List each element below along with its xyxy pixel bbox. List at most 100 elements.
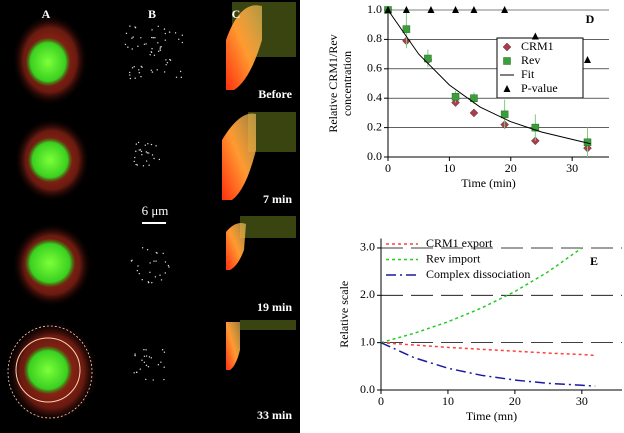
- legend-label: Fit: [521, 67, 535, 81]
- y-tick-label: 0.4: [367, 90, 382, 104]
- speck: [146, 152, 149, 154]
- speckle-image: [124, 25, 184, 381]
- speck: [159, 274, 161, 276]
- speck: [159, 48, 161, 50]
- series-line: [380, 247, 583, 344]
- speck: [181, 34, 184, 36]
- panel-label: D: [586, 12, 595, 26]
- triangle-marker: [452, 6, 460, 13]
- speck: [163, 28, 166, 30]
- speck: [163, 71, 166, 73]
- speck: [145, 43, 147, 45]
- speck: [159, 49, 161, 52]
- speck: [145, 151, 148, 153]
- y-tick-label: 0.2: [367, 119, 382, 133]
- speck: [150, 51, 152, 53]
- speck: [137, 141, 140, 144]
- speck: [149, 54, 151, 56]
- speck: [130, 260, 133, 262]
- speck: [139, 149, 142, 151]
- legend-label: Complex dissociation: [426, 267, 530, 281]
- speck: [160, 361, 162, 363]
- y-axis-label: concentration: [340, 51, 354, 116]
- speck: [150, 143, 153, 146]
- y-tick-label: 0.0: [367, 149, 382, 163]
- speck: [143, 361, 146, 364]
- speck: [125, 32, 128, 35]
- speck: [139, 368, 141, 370]
- series-line: [387, 9, 591, 145]
- speck: [144, 144, 146, 146]
- legend-label: Rev import: [426, 251, 481, 265]
- speck: [148, 152, 150, 154]
- speck: [164, 272, 166, 274]
- speck: [145, 364, 148, 367]
- y-tick-label: 3.0: [360, 240, 375, 254]
- speck: [164, 32, 167, 35]
- speck: [169, 58, 171, 61]
- speck: [149, 271, 151, 274]
- square-marker: [424, 54, 432, 63]
- time-label: Before: [258, 87, 292, 101]
- speck: [134, 26, 136, 28]
- x-tick-label: 0: [378, 394, 384, 408]
- y-tick-label: 0.0: [360, 382, 375, 396]
- speck: [140, 37, 142, 39]
- speck: [147, 281, 150, 284]
- speck: [154, 36, 156, 39]
- speck: [151, 36, 153, 39]
- speck: [134, 353, 136, 355]
- square-marker: [531, 123, 540, 132]
- triangle-marker: [402, 6, 410, 13]
- speck: [174, 32, 177, 34]
- speck: [180, 76, 183, 79]
- y-tick-label: 2.0: [360, 287, 375, 301]
- speck: [133, 372, 135, 374]
- speck: [145, 349, 147, 351]
- legend-label: CRM1 export: [426, 236, 493, 250]
- y-axis-label: Relative scale: [337, 281, 351, 348]
- speck: [160, 279, 163, 281]
- speck: [151, 29, 153, 31]
- legend-label: P-value: [521, 81, 558, 95]
- speck: [153, 260, 155, 262]
- speck: [138, 149, 140, 151]
- x-axis-label: Time (min): [461, 176, 516, 190]
- speck: [168, 31, 171, 33]
- speck: [138, 69, 140, 71]
- triangle-marker: [427, 6, 435, 13]
- speck: [153, 157, 155, 160]
- speck: [166, 61, 169, 64]
- speck: [137, 45, 139, 47]
- speck: [136, 269, 139, 272]
- y-tick-label: 1.0: [367, 2, 382, 16]
- triangle-marker: [501, 6, 509, 13]
- speck: [151, 281, 153, 284]
- speck: [156, 69, 158, 71]
- speck: [129, 74, 131, 76]
- speck: [148, 164, 150, 166]
- square-marker: [451, 92, 460, 101]
- speck: [152, 379, 154, 381]
- x-axis-label: Time (mn): [466, 409, 517, 423]
- legend-box: [496, 37, 584, 99]
- speck: [135, 150, 137, 153]
- y-tick-label: 0.6: [367, 61, 382, 75]
- triangle-marker: [531, 32, 539, 40]
- series-line: [380, 341, 596, 387]
- speck: [133, 66, 135, 68]
- speck: [157, 364, 160, 366]
- speck: [134, 156, 136, 159]
- speck: [145, 378, 147, 381]
- time-label: 7 min: [263, 192, 292, 206]
- x-tick-label: 10: [442, 394, 454, 408]
- speck: [157, 42, 159, 44]
- x-tick-label: 10: [443, 161, 455, 175]
- speck: [141, 278, 143, 281]
- speck: [165, 64, 167, 66]
- speck: [145, 160, 148, 162]
- speck: [129, 25, 131, 27]
- speck: [141, 247, 144, 249]
- square-marker: [470, 94, 478, 102]
- speck: [140, 75, 142, 78]
